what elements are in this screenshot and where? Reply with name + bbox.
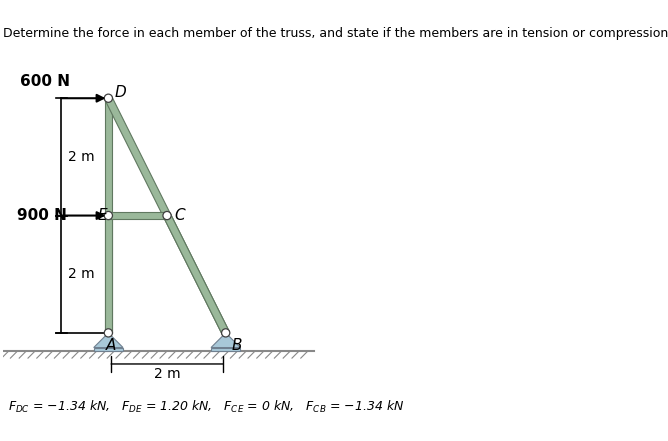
Text: 2 m: 2 m — [69, 267, 95, 281]
Text: 2 m: 2 m — [154, 367, 180, 381]
Polygon shape — [108, 212, 167, 219]
Circle shape — [104, 211, 112, 220]
Circle shape — [163, 211, 171, 220]
Polygon shape — [105, 97, 229, 335]
Text: 900 N: 900 N — [17, 208, 67, 223]
Text: D: D — [114, 85, 126, 100]
Polygon shape — [105, 216, 112, 333]
Circle shape — [104, 94, 112, 102]
Text: Determine the force in each member of the truss, and state if the members are in: Determine the force in each member of th… — [3, 26, 668, 40]
Text: $F_{DC}$ = $-$1.34 kN,   $F_{DE}$ = 1.20 kN,   $F_{CE}$ = 0 kN,   $F_{CB}$ = $-$: $F_{DC}$ = $-$1.34 kN, $F_{DE}$ = 1.20 k… — [7, 399, 404, 415]
Circle shape — [222, 329, 230, 337]
Polygon shape — [105, 98, 112, 333]
Text: C: C — [174, 208, 185, 223]
Text: 600 N: 600 N — [21, 75, 70, 90]
Text: E: E — [98, 208, 108, 223]
Polygon shape — [211, 333, 240, 348]
Bar — [94, 348, 123, 351]
Text: 2 m: 2 m — [69, 150, 95, 164]
Polygon shape — [94, 333, 123, 348]
Text: A: A — [106, 338, 116, 353]
Text: B: B — [232, 338, 242, 353]
Circle shape — [104, 329, 112, 337]
Polygon shape — [164, 214, 229, 335]
Bar — [211, 348, 240, 351]
